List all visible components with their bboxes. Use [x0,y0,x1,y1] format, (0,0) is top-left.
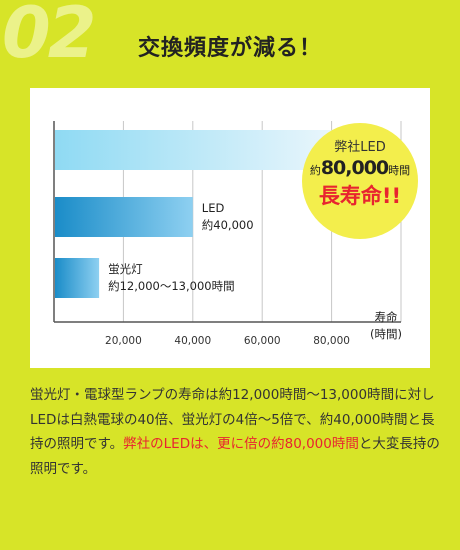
x-tick-label: 80,000 [313,335,350,347]
description-text: 蛍光灯・電球型ランプの寿命は約12,000時間〜13,000時間に対しLEDは白… [30,383,440,481]
lifespan-badge: 弊社LED 約80,000時間 長寿命!! [302,123,418,239]
description-part-3: と大変長持の照明です。 [30,436,440,477]
page-title: 交換頻度が減る！ [137,36,322,61]
chart-panel: LED 約40,000 蛍光灯約12,000〜13,000時間 20,000 40,00… [30,88,430,368]
bar-label-2: LED 約40,000 [202,201,254,232]
step-number: 02 [2,0,96,74]
bar-3 [55,258,100,298]
badge-amount: 80,000 [320,157,389,179]
x-axis-label: 寿命(時間) [370,310,402,341]
bar-2 [55,197,193,237]
badge-long-life: 長寿命!! [318,184,402,208]
badge-company-led: 弊社LED [334,140,386,155]
x-tick-label: 20,000 [105,335,142,347]
x-tick-label: 60,000 [244,335,281,347]
description-highlight: 弊社のLEDは、更に倍の約80,000時間 [123,436,359,452]
bar-label-3: 蛍光灯約12,000〜13,000時間 [108,262,234,293]
badge-suffix: 時間 [388,164,411,177]
description-part-1: 蛍光灯・電球型ランプの寿命は約12,000時間〜13,000時間に対しLEDは白… [30,387,435,452]
badge-hours: 約80,000時間 [302,156,418,183]
bar-1 [55,130,332,170]
badge-prefix: 約 [309,164,321,177]
lifespan-bar-chart: LED 約40,000 蛍光灯約12,000〜13,000時間 20,000 40,00… [53,121,402,347]
x-tick-label: 40,000 [174,335,211,347]
